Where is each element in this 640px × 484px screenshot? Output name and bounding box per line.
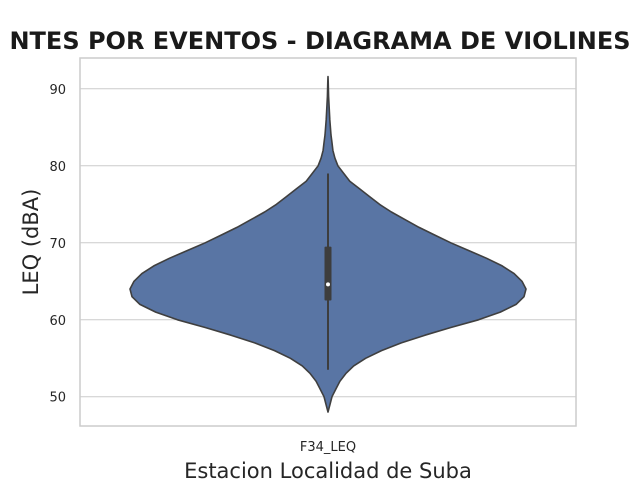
chart-title: NTES POR EVENTOS - DIAGRAMA DE VIOLINES bbox=[9, 27, 630, 55]
y-tick-label-50: 50 bbox=[49, 391, 66, 406]
median-dot bbox=[326, 282, 330, 287]
x-axis-label: Estacion Localidad de Suba bbox=[184, 459, 472, 480]
iqr-box bbox=[324, 246, 332, 301]
y-tick-label-90: 90 bbox=[49, 83, 66, 98]
tick-layer: 50 60 70 80 90 F34_LEQ bbox=[49, 83, 356, 455]
violin-layer bbox=[129, 75, 527, 413]
y-tick-label-60: 60 bbox=[49, 314, 66, 329]
y-tick-label-70: 70 bbox=[49, 237, 66, 252]
x-tick-label-0: F34_LEQ bbox=[300, 440, 356, 455]
axes-frame bbox=[79, 57, 577, 427]
y-axis-label: LEQ (dBA) bbox=[19, 189, 43, 296]
y-tick-label-80: 80 bbox=[49, 160, 66, 175]
